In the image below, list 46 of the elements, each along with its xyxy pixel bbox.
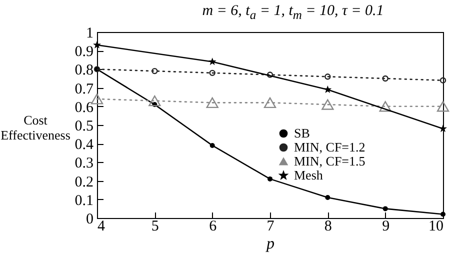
y-tick-label: 0 (86, 212, 94, 228)
legend-label: SB (294, 126, 310, 140)
legend-label: Mesh (294, 168, 324, 182)
point (440, 212, 446, 217)
point (209, 70, 216, 76)
point (206, 97, 218, 108)
y-tick-label: 1 (86, 26, 94, 42)
x-tick-label: 8 (324, 218, 332, 234)
y-tick-label: 0.6 (74, 100, 94, 116)
point (152, 68, 158, 74)
point (322, 99, 334, 110)
legend-label: MIN, CF=1.2 (294, 140, 366, 154)
y-tick-label: 0.4 (74, 137, 94, 154)
y-tick-label: 0.7 (74, 81, 94, 98)
y-tick-label: 0.8 (74, 62, 94, 79)
point (379, 101, 392, 112)
x-tick-label: 5 (151, 218, 159, 234)
y-tick-label: 0.3 (74, 156, 94, 172)
y-axis-title: Cost Effectiveness (0, 112, 70, 142)
point (210, 142, 215, 148)
y-tick-label: 0.9 (74, 44, 94, 60)
point (439, 124, 447, 132)
point (208, 58, 216, 66)
y-tick-label: 0.2 (74, 174, 94, 190)
y-tick-label: 0.1 (74, 192, 94, 209)
y-tick-label: 0.5 (74, 118, 94, 134)
point (324, 85, 332, 94)
point (268, 176, 272, 182)
x-tick-label: 4 (98, 218, 106, 234)
chart-title: m = 6, t$_{a}$ = 1, t$_{m}$ = 10, τ = 0.1 (201, 2, 385, 24)
point (324, 74, 331, 80)
x-axis-title: p (266, 236, 274, 252)
point (382, 75, 388, 82)
point (325, 195, 330, 200)
point (440, 77, 446, 84)
x-tick-label: 9 (382, 218, 390, 234)
point (148, 95, 161, 106)
legend-label: MIN, CF=1.5 (294, 154, 366, 168)
x-tick-label: 6 (209, 218, 218, 234)
point (382, 206, 388, 212)
point (93, 40, 101, 48)
x-tick-label: 7 (266, 218, 275, 234)
x-tick-label: 10 (428, 218, 444, 234)
point (264, 97, 276, 108)
point (436, 101, 450, 112)
point (266, 72, 274, 78)
